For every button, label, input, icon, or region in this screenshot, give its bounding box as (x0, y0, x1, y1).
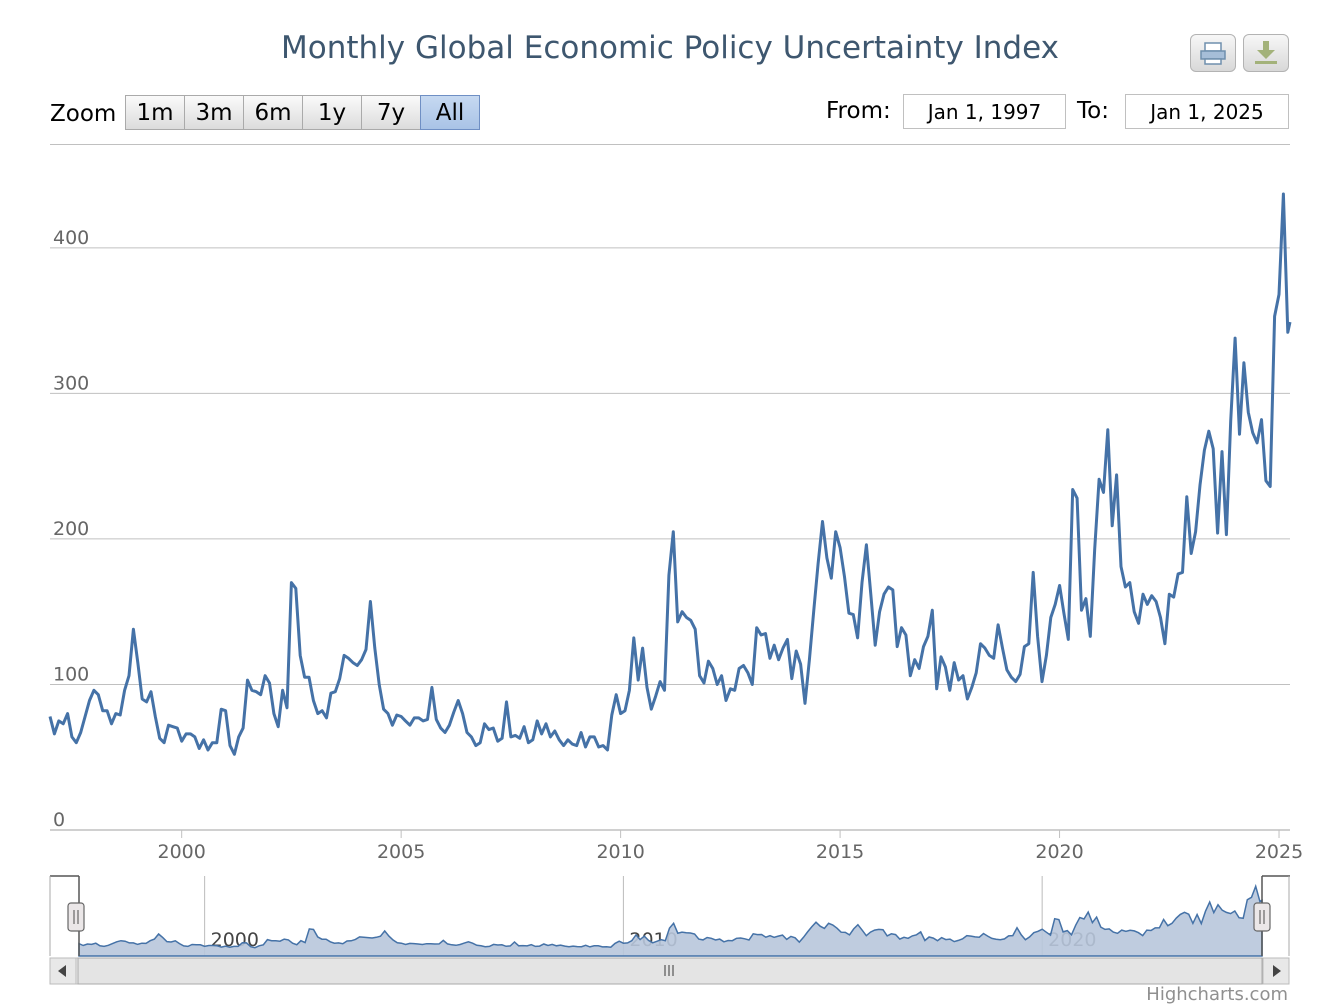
navigator: 200020102020 (49, 875, 1290, 957)
zoom-7y-button[interactable]: 7y (361, 95, 421, 130)
download-arrow-icon (1255, 41, 1277, 64)
y-tick-label: 200 (53, 518, 89, 540)
y-tick-label: 100 (53, 663, 89, 685)
x-tick-label: 2005 (377, 841, 425, 863)
scrollbar-grip-icon (664, 965, 674, 976)
x-tick-label: 2010 (596, 841, 644, 863)
scroll-right-button[interactable] (1262, 957, 1290, 985)
x-tick-label: 2000 (158, 841, 206, 863)
navigator-right-handle[interactable] (1253, 902, 1271, 932)
grid-lines (50, 247, 1290, 831)
zoom-label: Zoom (50, 101, 117, 127)
x-tick-label: 2020 (1035, 841, 1083, 863)
x-axis: 2000 2005 2010 2015 2020 2025 (158, 830, 1303, 863)
y-tick-label: 0 (53, 809, 65, 831)
print-button[interactable] (1190, 34, 1236, 72)
scroll-left-button[interactable] (49, 957, 77, 985)
download-button[interactable] (1243, 34, 1289, 72)
x-tick-label: 2015 (816, 841, 864, 863)
navigator-left-handle[interactable] (67, 902, 85, 932)
printer-icon (1200, 42, 1226, 65)
credits-link[interactable]: Highcharts.com (1146, 984, 1288, 1005)
scrollbar[interactable] (49, 957, 1290, 985)
from-date-input[interactable]: Jan 1, 1997 (903, 94, 1066, 129)
arrow-left-icon (58, 965, 66, 977)
to-label: To: (1077, 98, 1109, 124)
zoom-all-button[interactable]: All (420, 95, 480, 130)
arrow-right-icon (1273, 965, 1281, 977)
navigator-area (78, 883, 1263, 957)
y-tick-label: 300 (53, 372, 89, 394)
chart-title: Monthly Global Economic Policy Uncertain… (281, 30, 1059, 66)
scrollbar-thumb[interactable] (77, 957, 1263, 985)
to-date-input[interactable]: Jan 1, 2025 (1125, 94, 1289, 129)
x-tick-label: 2025 (1255, 841, 1303, 863)
zoom-1m-button[interactable]: 1m (125, 95, 185, 130)
series-line (48, 192, 1292, 756)
y-tick-label: 400 (53, 227, 89, 249)
from-label: From: (826, 98, 891, 124)
y-axis: 0 100 200 300 400 (53, 227, 89, 831)
chart-top-rule (50, 144, 1290, 145)
zoom-6m-button[interactable]: 6m (243, 95, 303, 130)
zoom-3m-button[interactable]: 3m (184, 95, 244, 130)
zoom-button-group: 1m 3m 6m 1y 7y All (125, 95, 480, 130)
